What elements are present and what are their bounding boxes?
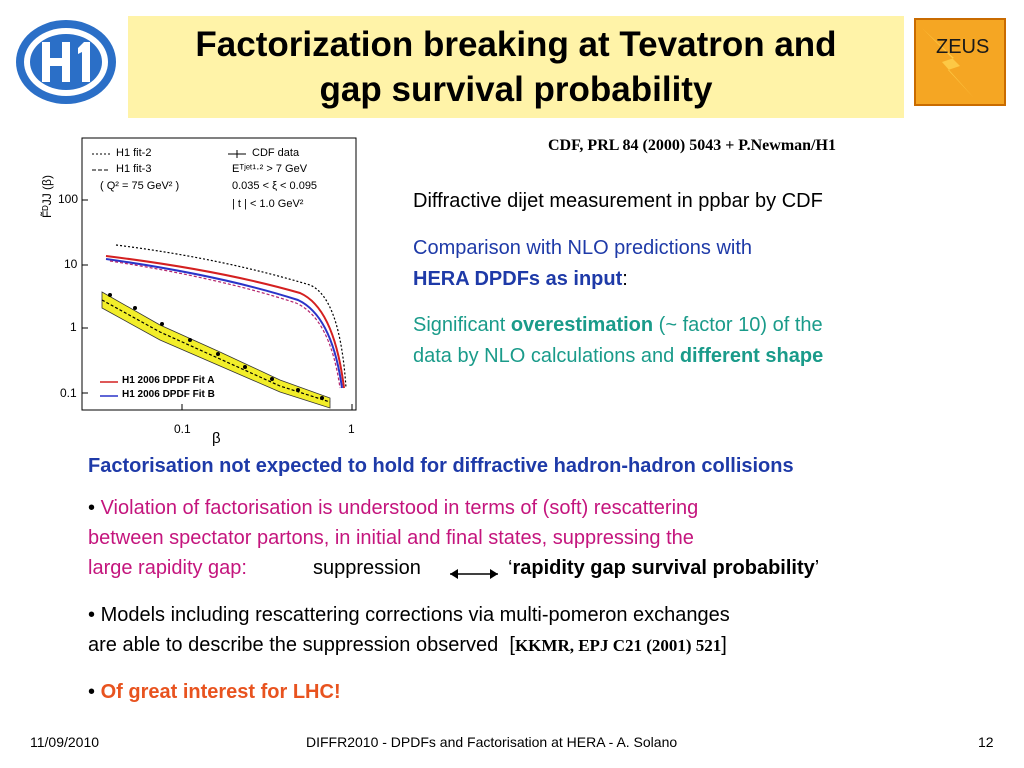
page-title-line-1: Factorization breaking at Tevatron and	[195, 25, 837, 64]
ytick-1: 1	[70, 320, 77, 334]
bullet-1-line3-text: large rapidity gap:	[88, 557, 247, 579]
bullet-1-line2: between spectator partons, in initial an…	[88, 527, 694, 549]
p3-e: different shape	[679, 345, 824, 367]
footer-date: 11/09/2010	[30, 734, 100, 750]
bullet-3-text: Of great interest for LHC!	[100, 681, 341, 703]
footer-center: DIFFR2010 - DPDFs and Factorisation at H…	[306, 734, 678, 750]
bullet-2-reference: KKMR, EPJ C21 (2001) 521	[514, 636, 722, 655]
bullet-2-text-1: Models including rescattering correction…	[100, 604, 730, 626]
right-text-p2-line1: Comparison with NLO predictions with	[413, 237, 753, 259]
right-text-p2-line2: HERA DPDFs as input:	[413, 264, 1013, 295]
bracket-close: ]	[721, 634, 727, 656]
p3-b: overestimation	[510, 314, 654, 336]
bullet-char: •	[88, 497, 96, 519]
legend-cdf-data: CDF data	[252, 147, 300, 159]
p3-a: Significant	[413, 314, 511, 336]
bracket-open: [	[509, 634, 515, 656]
ytick-0-1: 0.1	[60, 386, 77, 400]
bullet-2-line1: • Models including rescattering correcti…	[88, 600, 988, 630]
fit-b-curve	[105, 258, 343, 389]
bullet-3: • Of great interest for LHC!	[88, 677, 341, 708]
right-text-p2: Comparison with NLO predictions with HER…	[413, 233, 1013, 295]
right-text-p3: Significant overestimation (~ factor 10)…	[413, 310, 1013, 372]
bullet-2-line2: are able to describe the suppression obs…	[88, 630, 988, 661]
page-title-line-2: gap survival probability	[319, 70, 713, 109]
bullet-1: • Violation of factorisation is understo…	[88, 493, 988, 583]
p3-c: (~ factor 10) of the	[653, 314, 823, 336]
legend-fit-a: H1 2006 DPDF Fit A	[122, 375, 215, 386]
survival-probability-bold: rapidity gap survival probability	[512, 557, 815, 579]
plot-figure: F̃ᴰJJ (β) 100 10 1 0.1 0.1 1 β H1 fit-2 …	[40, 130, 370, 450]
right-text-p3-line1: Significant overestimation (~ factor 10)…	[413, 310, 1013, 341]
legend-fit-b: H1 2006 DPDF Fit B	[122, 389, 215, 400]
xtick-0-1: 0.1	[174, 422, 191, 436]
zeus-logo: ZEUS	[914, 18, 1006, 106]
reference-top: CDF, PRL 84 (2000) 5043 + P.Newman/H1	[548, 137, 836, 154]
legend-et-cut: Eᵀʲᵉᵗ¹·² > 7 GeV	[232, 163, 308, 175]
h1-fit-2-curve	[115, 244, 347, 389]
suppression-label: suppression	[313, 557, 421, 579]
right-text-p2-colon: :	[622, 268, 628, 290]
legend-h1-fit-3: H1 fit-3	[116, 163, 152, 175]
right-text-p3-line2: data by NLO calculations and different s…	[413, 341, 1013, 372]
right-text-p1: Diffractive dijet measurement in ppbar b…	[413, 190, 823, 212]
legend-h1-fit-2: H1 fit-2	[116, 147, 152, 159]
bullet-char: •	[88, 604, 96, 626]
right-text-p2-bold: HERA DPDFs as input	[413, 268, 623, 290]
ytick-100: 100	[58, 192, 79, 206]
title-box: Factorization breaking at Tevatron and g…	[128, 16, 904, 118]
p3-d: data by NLO calculations and	[413, 345, 680, 367]
xtick-1: 1	[348, 422, 355, 436]
double-arrow-icon	[446, 561, 502, 591]
fit-a-curve	[105, 255, 345, 389]
bullet-1-text-1: Violation of factorisation is understood…	[100, 497, 699, 519]
zeus-logo-text: ZEUS	[936, 36, 990, 58]
bullet-2: • Models including rescattering correcti…	[88, 600, 988, 661]
legend-xi-cut: 0.035 < ξ < 0.095	[232, 180, 318, 192]
h1-logo	[14, 18, 118, 106]
bullet-1-line1: • Violation of factorisation is understo…	[88, 493, 988, 523]
quote-close: ’	[814, 557, 820, 579]
bullet-char: •	[88, 681, 96, 703]
legend-q2: ( Q² = 75 GeV² )	[100, 180, 180, 192]
ytick-10: 10	[64, 257, 78, 271]
bullet-2-text-2: are able to describe the suppression obs…	[88, 634, 499, 656]
bullet-1-line3: large rapidity gap: suppression ‘rapidit…	[88, 553, 988, 583]
legend-t-cut: | t | < 1.0 GeV²	[232, 198, 304, 210]
quote-open: ‘	[508, 557, 513, 579]
survival-probability-phrase: ‘rapidity gap survival probability’	[508, 553, 819, 583]
plot-xlabel: β	[212, 430, 221, 447]
section-heading: Factorisation not expected to hold for d…	[88, 455, 794, 477]
plot-ylabel: F̃ᴰJJ (β)	[40, 175, 54, 218]
footer-page-number: 12	[978, 734, 994, 750]
